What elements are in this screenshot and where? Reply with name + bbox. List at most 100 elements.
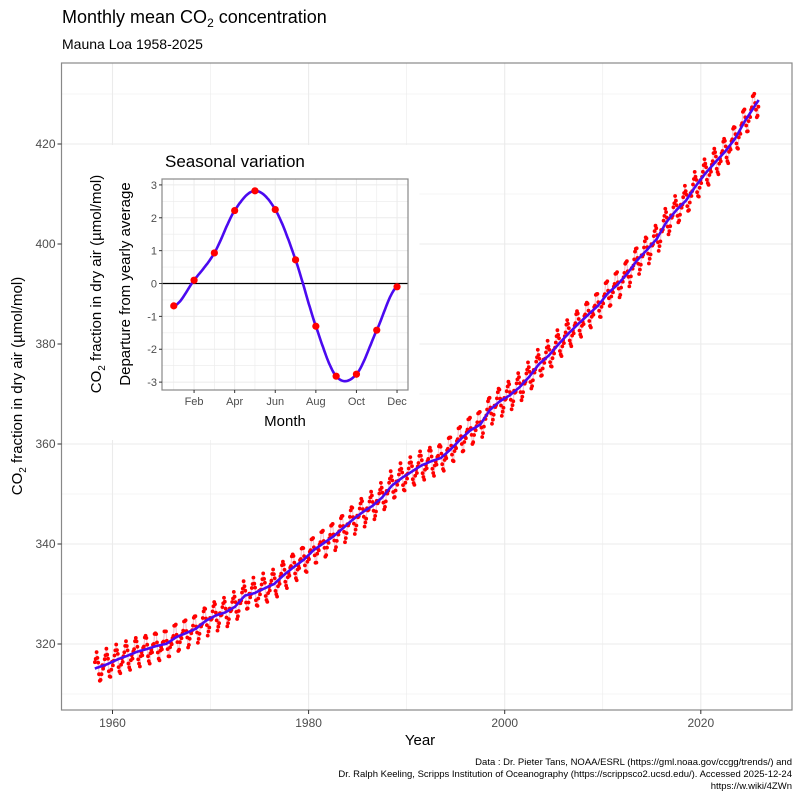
monthly-data-point xyxy=(226,621,231,625)
monthly-data-point xyxy=(269,578,274,583)
monthly-data-point xyxy=(724,155,729,160)
monthly-data-point xyxy=(432,474,436,478)
monthly-data-point xyxy=(544,350,548,355)
monthly-data-point xyxy=(242,584,247,589)
monthly-data-point xyxy=(135,644,140,649)
monthly-data-point xyxy=(420,471,425,476)
monthly-data-point xyxy=(160,647,164,652)
monthly-data-point xyxy=(454,446,458,451)
monthly-data-point xyxy=(540,373,544,378)
y-tick-label: 360 xyxy=(35,437,55,451)
monthly-data-point xyxy=(236,609,241,613)
trend-line xyxy=(94,99,760,670)
monthly-data-point xyxy=(271,567,275,572)
monthly-data-point xyxy=(252,581,257,586)
monthly-data-point xyxy=(482,424,486,429)
monthly-data-point xyxy=(256,596,261,601)
inset-x-tick-label: Aug xyxy=(306,396,326,408)
monthly-data-point xyxy=(109,667,114,672)
monthly-data-point xyxy=(681,195,686,200)
monthly-data-point xyxy=(548,360,552,364)
monthly-data-point xyxy=(125,648,130,653)
monthly-data-point xyxy=(285,586,289,590)
monthly-data-point xyxy=(629,274,633,279)
monthly-data-point xyxy=(220,605,225,609)
monthly-data-point xyxy=(622,271,627,275)
monthly-data-point xyxy=(200,616,205,620)
monthly-data-point xyxy=(716,172,721,177)
monthly-data-point xyxy=(441,468,446,473)
monthly-data-point xyxy=(652,229,657,234)
inset-y-tick-label: -2 xyxy=(147,344,157,356)
monthly-data-point xyxy=(333,548,338,553)
monthly-data-point xyxy=(560,344,565,349)
y-tick-label: 420 xyxy=(35,137,55,151)
monthly-data-point xyxy=(236,614,240,619)
x-tick-label: 1960 xyxy=(99,716,126,730)
monthly-data-point xyxy=(667,229,672,234)
monthly-data-point xyxy=(557,336,561,341)
monthly-data-point xyxy=(661,218,666,223)
chart-title: Monthly mean CO2 concentration xyxy=(62,7,327,30)
monthly-data-point xyxy=(526,360,530,365)
monthly-data-point xyxy=(678,212,682,217)
monthly-data-point xyxy=(509,407,514,412)
monthly-data-point xyxy=(647,256,652,261)
monthly-data-point xyxy=(687,208,691,212)
monthly-data-point xyxy=(521,390,525,394)
monthly-data-point xyxy=(510,403,515,408)
monthly-data-point xyxy=(372,517,377,522)
monthly-data-point xyxy=(249,586,254,590)
monthly-data-point xyxy=(481,431,485,435)
monthly-data-point xyxy=(353,527,358,532)
monthly-data-point xyxy=(444,456,449,461)
monthly-data-point xyxy=(101,666,105,671)
monthly-data-point xyxy=(627,284,632,289)
monthly-data-point xyxy=(233,600,238,604)
monthly-data-point xyxy=(370,493,374,498)
inset-title: Seasonal variation xyxy=(165,152,305,171)
monthly-data-point xyxy=(334,539,339,543)
monthly-data-point xyxy=(451,459,456,464)
seasonal-point-aug xyxy=(312,322,320,330)
monthly-data-point xyxy=(321,528,325,533)
monthly-data-point xyxy=(438,444,443,449)
monthly-data-point xyxy=(419,458,424,463)
monthly-data-point xyxy=(723,144,728,149)
monthly-data-point xyxy=(736,135,741,140)
monthly-data-point xyxy=(413,473,418,478)
monthly-data-point xyxy=(243,588,248,593)
monthly-data-point xyxy=(383,499,388,504)
seasonal-point-sep xyxy=(332,372,340,380)
monthly-data-point xyxy=(656,249,661,253)
monthly-data-point xyxy=(642,239,647,244)
monthly-data-point xyxy=(409,460,413,465)
monthly-data-point xyxy=(206,629,211,634)
monthly-data-point xyxy=(472,433,476,437)
monthly-data-point xyxy=(93,660,97,665)
seasonal-point-feb xyxy=(190,276,198,284)
monthly-data-point xyxy=(434,462,439,467)
monthly-data-point xyxy=(704,165,708,170)
monthly-data-point xyxy=(637,272,641,276)
monthly-data-point xyxy=(354,523,359,528)
monthly-data-point xyxy=(251,575,256,580)
monthly-data-point xyxy=(723,139,727,143)
monthly-data-point xyxy=(462,440,467,444)
monthly-data-point xyxy=(556,333,561,337)
monthly-data-point xyxy=(648,252,653,257)
monthly-data-point xyxy=(705,177,709,182)
monthly-data-point xyxy=(311,536,315,540)
monthly-data-point xyxy=(292,560,297,565)
monthly-data-point xyxy=(263,580,267,585)
monthly-data-point xyxy=(642,245,646,250)
monthly-data-point xyxy=(742,107,747,112)
main-grid xyxy=(61,63,792,710)
monthly-data-point xyxy=(364,516,369,521)
monthly-data-point xyxy=(668,224,673,229)
monthly-data-point xyxy=(683,183,687,188)
monthly-data-point xyxy=(122,650,127,655)
monthly-data-point xyxy=(651,234,656,239)
monthly-data-point xyxy=(390,478,395,483)
